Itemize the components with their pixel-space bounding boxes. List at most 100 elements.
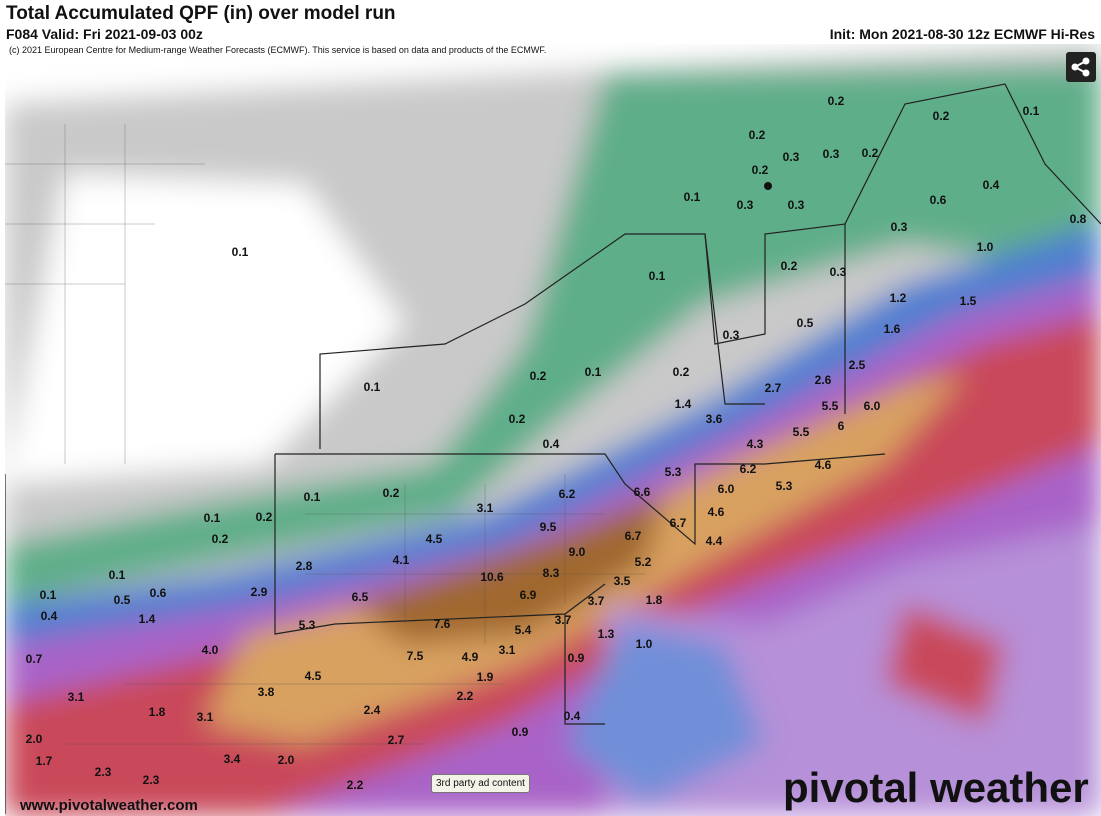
- qpf-label: 5.3: [299, 618, 316, 632]
- qpf-label: 3.4: [224, 752, 241, 766]
- title: Total Accumulated QPF (in) over model ru…: [6, 3, 396, 24]
- qpf-label: 0.2: [383, 486, 400, 500]
- qpf-label: 1.0: [977, 240, 994, 254]
- qpf-label: 3.5: [614, 574, 631, 588]
- qpf-label: 3.1: [477, 501, 494, 515]
- qpf-label: 0.1: [684, 190, 701, 204]
- qpf-label: 5.5: [822, 399, 839, 413]
- qpf-label: 1.2: [890, 291, 907, 305]
- qpf-label: 0.4: [41, 609, 58, 623]
- qpf-label: 1.8: [646, 593, 663, 607]
- qpf-label: 1.6: [884, 322, 901, 336]
- qpf-label: 5.3: [776, 479, 793, 493]
- qpf-label: 1.3: [598, 627, 615, 641]
- ad-button[interactable]: 3rd party ad content: [431, 774, 530, 793]
- qpf-label: 6.7: [670, 516, 687, 530]
- qpf-label: 0.3: [823, 147, 840, 161]
- qpf-label: 4.9: [462, 650, 479, 664]
- qpf-label: 1.9: [477, 670, 494, 684]
- map: 0.2 0.1 0.2 0.2 0.3 0.3 0.2 0.2 0.1 0.3 0.3 0.4 0.6 0…: [5, 44, 1101, 816]
- qpf-label: 6.7: [625, 529, 642, 543]
- qpf-label: 0.2: [828, 94, 845, 108]
- qpf-label: 2.2: [347, 778, 364, 792]
- qpf-label: 0.1: [109, 568, 126, 582]
- qpf-label: 0.3: [723, 328, 740, 342]
- qpf-label: 0.3: [788, 198, 805, 212]
- qpf-label: 1.7: [36, 754, 53, 768]
- qpf-label: 3.1: [68, 690, 85, 704]
- qpf-label: 4.3: [747, 437, 764, 451]
- qpf-label: 0.4: [564, 709, 581, 723]
- qpf-label: 0.5: [797, 316, 814, 330]
- qpf-label: 0.8: [1070, 212, 1087, 226]
- qpf-label: 9.0: [569, 545, 586, 559]
- qpf-label: 7.6: [434, 617, 451, 631]
- qpf-label: 3.8: [258, 685, 275, 699]
- qpf-label: 3.7: [588, 594, 605, 608]
- qpf-label: 6.9: [520, 588, 537, 602]
- valid-time: F084 Valid: Fri 2021-09-03 00z: [6, 26, 203, 42]
- qpf-label: 4.5: [305, 669, 322, 683]
- qpf-label: 6.0: [718, 482, 735, 496]
- share-button[interactable]: [1066, 52, 1096, 82]
- qpf-label: 2.0: [278, 753, 295, 767]
- qpf-label: 2.0: [26, 732, 43, 746]
- boundaries: [5, 83, 1101, 814]
- qpf-label: 2.4: [364, 703, 381, 717]
- qpf-label: 1.5: [960, 294, 977, 308]
- qpf-label: 2.2: [457, 689, 474, 703]
- qpf-label: 0.1: [585, 365, 602, 379]
- qpf-label: 0.1: [649, 269, 666, 283]
- site-url: www.pivotalweather.com: [20, 797, 198, 814]
- qpf-label: 0.9: [568, 651, 585, 665]
- qpf-label: 5.3: [665, 465, 682, 479]
- qpf-label: 2.8: [296, 559, 313, 573]
- qpf-label: 0.2: [752, 163, 769, 177]
- qpf-label: 6.5: [352, 590, 369, 604]
- qpf-label: 6.2: [559, 487, 576, 501]
- qpf-label: 5.4: [515, 623, 532, 637]
- qpf-label: 0.6: [930, 193, 947, 207]
- qpf-label: 0.1: [304, 490, 321, 504]
- qpf-label: 4.5: [426, 532, 443, 546]
- qpf-label: 0.9: [512, 725, 529, 739]
- qpf-label: 0.2: [862, 146, 879, 160]
- qpf-label: 0.4: [543, 437, 560, 451]
- qpf-label: 0.1: [40, 588, 57, 602]
- qpf-label: 0.6: [150, 586, 167, 600]
- qpf-label: 0.1: [232, 245, 249, 259]
- qpf-label: 4.1: [393, 553, 410, 567]
- qpf-label: 2.9: [251, 585, 268, 599]
- qpf-label: 0.2: [509, 412, 526, 426]
- qpf-label: 2.5: [849, 358, 866, 372]
- qpf-label: 1.8: [149, 705, 166, 719]
- qpf-label: 1.4: [139, 612, 156, 626]
- qpf-label: 5.2: [635, 555, 652, 569]
- qpf-label: 0.1: [1023, 104, 1040, 118]
- qpf-label: 0.5: [114, 593, 131, 607]
- qpf-label: 0.2: [673, 365, 690, 379]
- qpf-label: 2.7: [388, 733, 405, 747]
- qpf-label: 0.1: [204, 511, 221, 525]
- copyright: (c) 2021 European Centre for Medium-rang…: [7, 45, 549, 55]
- qpf-label: 0.3: [737, 198, 754, 212]
- qpf-label: 1.0: [636, 637, 653, 651]
- share-icon: [1071, 57, 1090, 77]
- qpf-label: 0.3: [830, 265, 847, 279]
- qpf-label: 4.4: [706, 534, 723, 548]
- qpf-label: 2.3: [95, 765, 112, 779]
- qpf-label: 4.0: [202, 643, 219, 657]
- qpf-label: 0.3: [891, 220, 908, 234]
- qpf-label: 0.7: [26, 652, 43, 666]
- qpf-label: 3.1: [499, 643, 516, 657]
- qpf-label: 3.1: [197, 710, 214, 724]
- qpf-label: 6: [838, 419, 845, 433]
- qpf-label: 4.6: [708, 505, 725, 519]
- qpf-label: 4.6: [815, 458, 832, 472]
- qpf-label: 6.2: [740, 462, 757, 476]
- qpf-label: 8.3: [543, 566, 560, 580]
- qpf-label: 9.5: [540, 520, 557, 534]
- qpf-label: 5.5: [793, 425, 810, 439]
- qpf-label: 3.7: [555, 613, 572, 627]
